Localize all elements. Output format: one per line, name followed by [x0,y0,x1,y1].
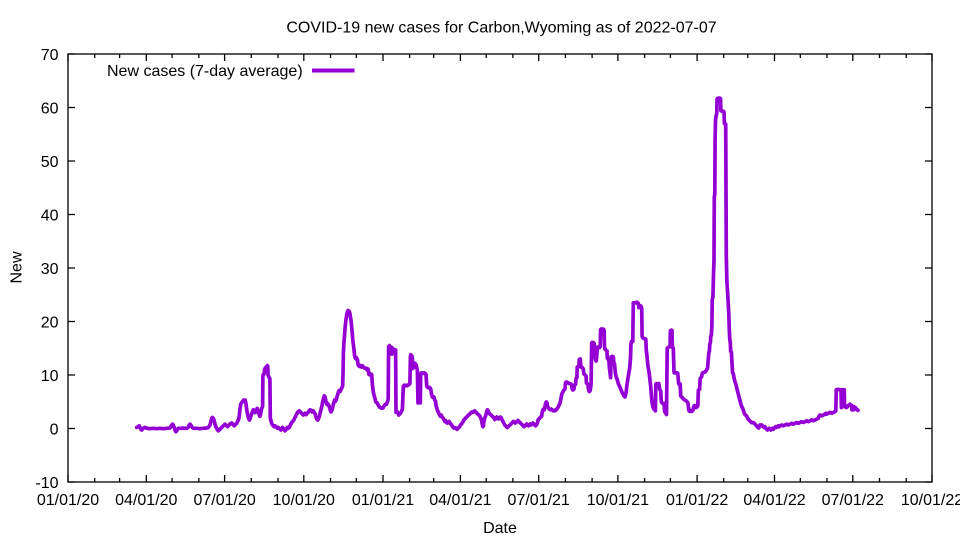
svg-text:10/01/22: 10/01/22 [901,492,960,509]
svg-text:10/01/21: 10/01/21 [587,492,649,509]
svg-text:50: 50 [41,154,59,171]
svg-text:01/01/21: 01/01/21 [352,492,414,509]
svg-text:New: New [8,251,25,283]
svg-text:04/01/21: 04/01/21 [429,492,491,509]
svg-text:07/01/20: 07/01/20 [193,492,255,509]
svg-text:30: 30 [41,261,59,278]
svg-text:20: 20 [41,314,59,331]
svg-text:40: 40 [41,207,59,224]
svg-text:01/01/22: 01/01/22 [666,492,728,509]
svg-text:07/01/22: 07/01/22 [822,492,884,509]
svg-text:60: 60 [41,100,59,117]
svg-text:Date: Date [483,520,517,537]
svg-text:01/01/20: 01/01/20 [37,492,99,509]
svg-text:10: 10 [41,368,59,385]
svg-text:COVID-19 new cases for Carbon,: COVID-19 new cases for Carbon,Wyoming as… [286,20,716,37]
svg-text:-10: -10 [35,475,58,492]
svg-text:07/01/21: 07/01/21 [508,492,570,509]
svg-text:70: 70 [41,47,59,64]
svg-text:New cases (7-day average): New cases (7-day average) [107,63,303,80]
svg-text:10/01/20: 10/01/20 [273,492,335,509]
svg-text:0: 0 [50,421,59,438]
svg-text:04/01/20: 04/01/20 [115,492,177,509]
svg-text:04/01/22: 04/01/22 [743,492,805,509]
